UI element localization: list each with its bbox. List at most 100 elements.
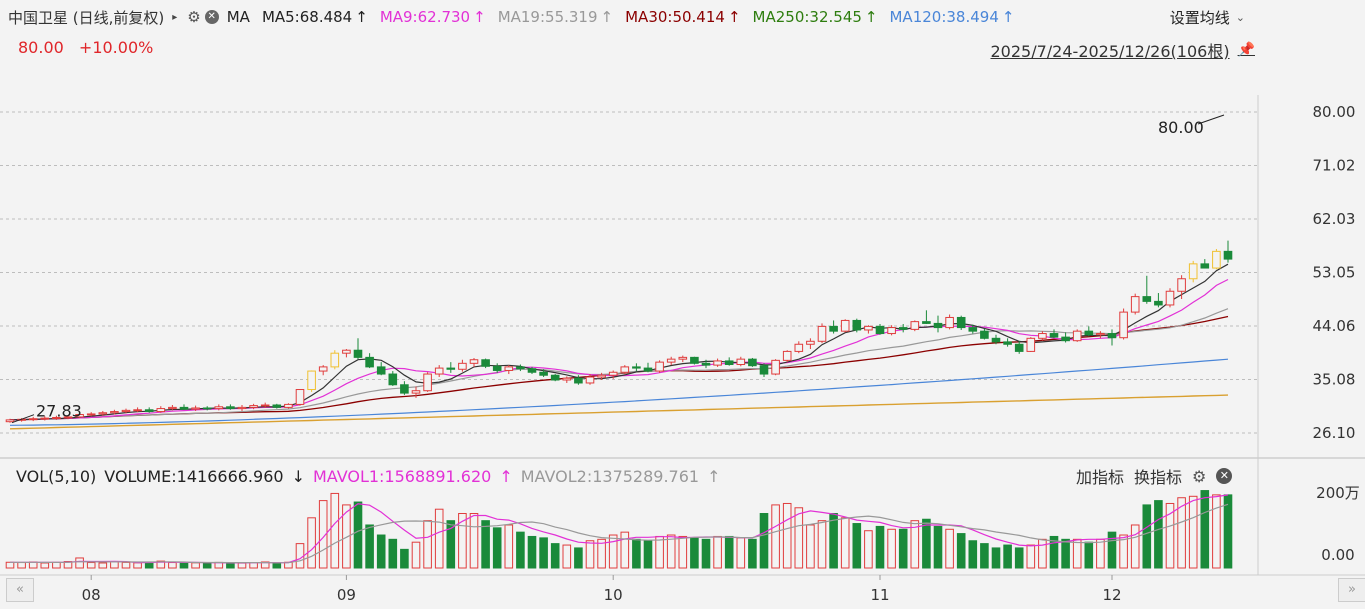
candle-body xyxy=(28,418,38,421)
candle-body xyxy=(1026,337,1036,352)
chart-header: 中国卫星 (日线,前复权) ▸ ⚙ ✕ MA MA5:68.484 ↑ MA9:62… xyxy=(8,6,1026,28)
candle-body xyxy=(342,349,351,354)
x-tick-label: 10 xyxy=(604,586,623,604)
date-range-text: 2025/7/24-2025/12/26(106根) xyxy=(990,42,1230,61)
volume-bar xyxy=(516,531,525,569)
close-icon[interactable]: ✕ xyxy=(1216,468,1233,484)
ma-item-5[interactable]: MA120:38.494 ↑ xyxy=(889,8,1015,26)
candle-body xyxy=(539,371,548,376)
volume-bar xyxy=(817,520,827,569)
ma250-line xyxy=(9,394,1229,430)
candle-body xyxy=(469,359,479,364)
ma5-line xyxy=(9,263,1229,421)
volume-bar xyxy=(690,537,699,569)
scroll-left-button[interactable]: « xyxy=(6,578,34,602)
candle-body xyxy=(898,327,908,330)
candle-body xyxy=(724,360,734,366)
volume-bar xyxy=(991,547,1001,569)
low-label: 27.83 xyxy=(36,402,82,421)
date-range[interactable]: 2025/7/24-2025/12/26(106根) 📌 xyxy=(991,38,1256,62)
volume-bar xyxy=(875,525,885,569)
ma-arrow-0: ↑ xyxy=(355,8,368,26)
volume-bar xyxy=(759,513,769,569)
candle-body xyxy=(806,340,815,345)
volume-bar xyxy=(98,562,108,569)
volume-bar xyxy=(550,543,560,569)
ma-item-1[interactable]: MA9:62.730 ↑ xyxy=(379,8,486,26)
candle-body xyxy=(5,419,15,423)
candle-body xyxy=(121,409,131,413)
candle-body xyxy=(75,414,84,418)
candle-body xyxy=(1072,330,1082,342)
switch-indicator-button[interactable]: 换指标 xyxy=(1134,468,1183,487)
volume-bar xyxy=(272,562,282,569)
volume-bar xyxy=(597,538,606,569)
ma-item-4[interactable]: MA250:32.545 ↑ xyxy=(752,8,878,26)
volume-bar xyxy=(585,540,595,569)
candle-body xyxy=(1154,300,1163,306)
volume-bar xyxy=(1154,500,1163,569)
volume-bar xyxy=(342,504,351,569)
volume-bar xyxy=(144,561,154,569)
volume-bar xyxy=(226,562,235,569)
x-tick-label: 08 xyxy=(82,586,101,604)
candle-body xyxy=(1107,333,1117,339)
candle-body xyxy=(550,374,560,381)
candle-body xyxy=(423,373,432,392)
volume-bar xyxy=(632,538,641,569)
volume-bar xyxy=(910,520,920,569)
gear-icon[interactable]: ⚙ xyxy=(1192,466,1207,486)
volume-bar xyxy=(1223,494,1233,569)
ma-item-0[interactable]: MA5:68.484 ↑ xyxy=(261,8,368,26)
candle-body xyxy=(991,337,1001,343)
ma-item-3[interactable]: MA30:50.414 ↑ xyxy=(625,8,741,26)
stock-title[interactable]: 中国卫星 (日线,前复权) xyxy=(8,8,165,27)
volume-value: VOLUME:1416666.960 xyxy=(104,466,284,486)
candle-body xyxy=(1212,250,1221,269)
candle-body xyxy=(40,417,50,420)
volume-bar xyxy=(469,513,479,569)
candle-body xyxy=(63,416,73,419)
mavol1-arrow: ↑ xyxy=(499,466,513,486)
candle-body xyxy=(295,389,305,405)
gear-icon[interactable]: ⚙ xyxy=(187,8,201,26)
ma-item-2[interactable]: MA19:55.319 ↑ xyxy=(497,8,614,26)
candle-body xyxy=(492,365,502,371)
ma-settings-label: 设置均线 xyxy=(1169,8,1230,27)
candle-body xyxy=(864,325,873,331)
volume-bar xyxy=(353,501,363,569)
volume-bar xyxy=(898,528,908,569)
volume-bar xyxy=(481,520,490,569)
low-arrow xyxy=(11,414,35,424)
candle-body xyxy=(434,367,444,375)
candle-body xyxy=(817,325,827,342)
candle-body xyxy=(249,405,258,408)
close-icon[interactable]: ✕ xyxy=(204,10,219,24)
ma-arrow-2: ↑ xyxy=(600,8,614,26)
expand-arrow-icon[interactable]: ▸ xyxy=(172,11,178,23)
volume-bar xyxy=(701,538,711,569)
vol-label[interactable]: VOL(5,10) xyxy=(16,466,97,486)
volume-bar xyxy=(620,531,630,569)
candle-body xyxy=(1200,263,1210,269)
candle-body xyxy=(144,409,154,413)
candle-body xyxy=(307,370,316,391)
volume-header: VOL(5,10) VOLUME:1416666.960 ↓ MAVOL1:15… xyxy=(16,465,729,487)
candle-body xyxy=(1084,330,1094,336)
volume-bar xyxy=(655,535,664,569)
pin-icon[interactable]: 📌 xyxy=(1237,42,1255,58)
scroll-right-button[interactable]: » xyxy=(1338,578,1365,602)
volume-bar xyxy=(1142,504,1152,569)
candle-body xyxy=(388,373,398,386)
candle-body xyxy=(632,366,641,369)
volume-bar xyxy=(179,562,189,569)
ma-settings-button[interactable]: 设置均线 ⌄ xyxy=(1170,6,1245,28)
volume-bar xyxy=(504,524,514,569)
candle-body xyxy=(365,356,374,368)
candle-body xyxy=(318,366,328,372)
volume-bar xyxy=(423,520,432,569)
volume-bar xyxy=(52,561,61,569)
candle-body xyxy=(516,366,525,370)
add-indicator-button[interactable]: 加指标 xyxy=(1076,468,1125,487)
